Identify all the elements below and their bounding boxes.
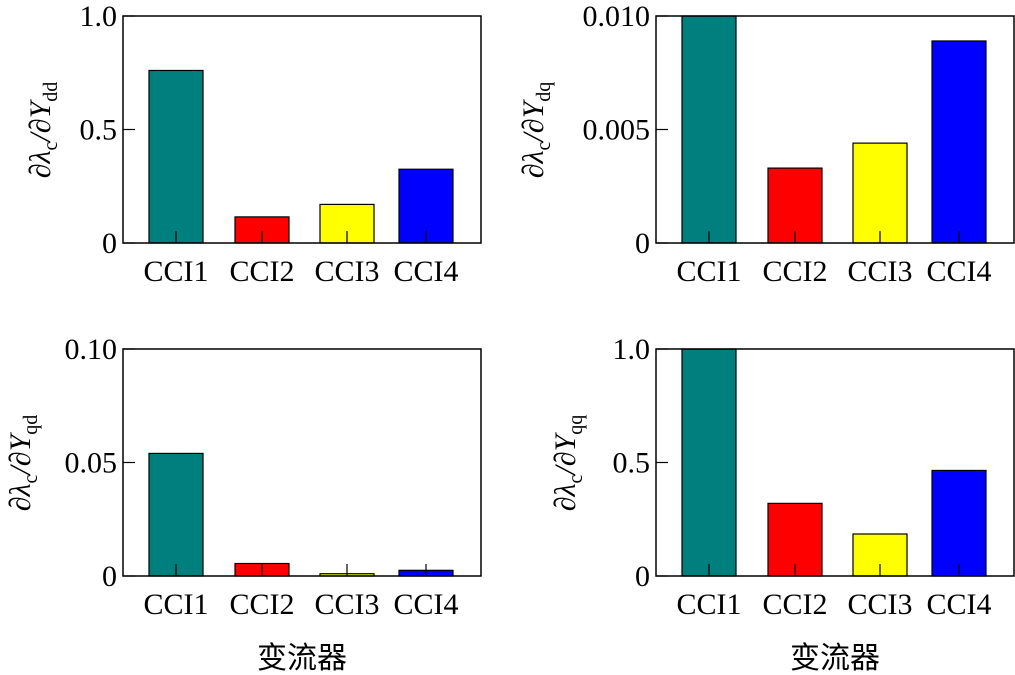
category-label: CCI2: [229, 255, 294, 288]
x-axis-label: 变流器: [790, 641, 880, 675]
category-label: CCI1: [676, 255, 741, 288]
bar-cci1: [681, 15, 737, 244]
category-label: CCI4: [926, 255, 991, 288]
subplot-3: 0 0.05 0.10 CCI1 CCI2 CCI3 CCI4 ∂λc/∂Yqd 变流器: [4, 333, 482, 675]
y-axis-label: ∂λc/∂Yqd: [4, 415, 42, 512]
bar-cci2: [767, 502, 823, 577]
y-tick-label: 0.05: [65, 447, 118, 480]
y-tick-label: 0.5: [80, 114, 118, 147]
category-label: CCI3: [314, 255, 379, 288]
category-label: CCI3: [314, 588, 379, 621]
category-label: CCI2: [762, 255, 827, 288]
bar-cci1: [148, 69, 204, 244]
y-tick-label: 0: [635, 227, 650, 260]
y-tick-label: 0.005: [583, 114, 651, 147]
category-label: CCI4: [393, 255, 458, 288]
subplot-1: 0 0.5 1.0 CCI1 CCI2 CCI3 CCI4 ∂λc/∂Ydd: [24, 0, 482, 288]
category-label: CCI2: [762, 588, 827, 621]
y-tick-label: 0.5: [613, 447, 651, 480]
subplot-2: 0 0.005 0.010 CCI1 CCI2 CCI3 CCI4 ∂λc/∂Ydq: [517, 0, 1015, 288]
bar-cci1: [148, 452, 204, 577]
category-label: CCI3: [847, 255, 912, 288]
bar-cci4: [931, 40, 987, 244]
y-tick-label: 0.10: [65, 333, 118, 366]
bar-cci3: [852, 142, 908, 244]
category-label: CCI1: [143, 588, 208, 621]
y-tick-label: 1.0: [613, 333, 651, 366]
y-tick-label: 0.010: [583, 0, 651, 33]
bar-cci4: [398, 168, 454, 244]
y-axis-label: ∂λc/∂Yqq: [549, 415, 587, 512]
bar-cci1: [681, 348, 737, 577]
y-tick-label: 1.0: [80, 0, 118, 33]
bar-cci4: [931, 469, 987, 577]
category-label: CCI1: [676, 588, 741, 621]
bar-cci2: [767, 167, 823, 244]
subplot-4: 0 0.5 1.0 CCI1 CCI2 CCI3 CCI4 ∂λc/∂Yqq 变流器: [549, 333, 1015, 675]
y-axis-label: ∂λc/∂Ydq: [517, 82, 555, 179]
y-axis-label: ∂λc/∂Ydd: [24, 82, 62, 179]
category-label: CCI4: [393, 588, 458, 621]
y-tick-label: 0: [102, 227, 117, 260]
y-tick-label: 0: [102, 560, 117, 593]
category-label: CCI2: [229, 588, 294, 621]
category-label: CCI4: [926, 588, 991, 621]
y-tick-label: 0: [635, 560, 650, 593]
category-label: CCI3: [847, 588, 912, 621]
x-axis-label: 变流器: [257, 641, 347, 675]
category-label: CCI1: [143, 255, 208, 288]
